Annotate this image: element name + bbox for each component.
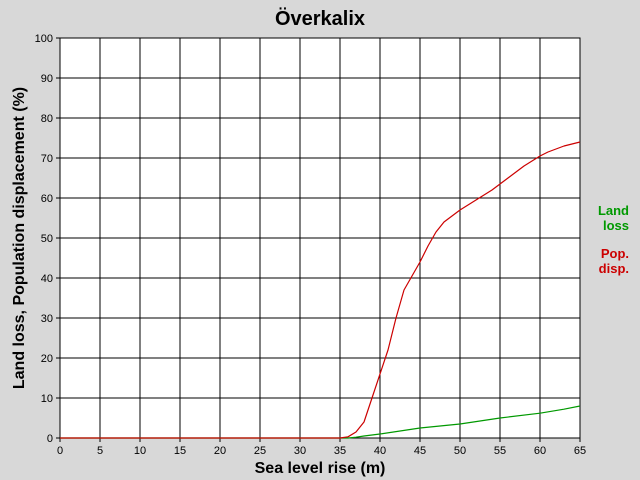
series-lines: [60, 141, 581, 439]
y-tick-label: 0: [47, 433, 53, 445]
y-tick-label: 90: [41, 73, 53, 85]
legend-entry-text: loss: [603, 218, 629, 233]
legend-entry-text: Pop.: [601, 246, 629, 261]
x-tick-label: 60: [534, 445, 546, 457]
y-tick-label: 50: [41, 233, 53, 245]
x-tick-label: 5: [97, 445, 103, 457]
x-tick-label: 20: [214, 445, 226, 457]
y-tick-label: 60: [41, 193, 53, 205]
y-tick-label: 80: [41, 113, 53, 125]
y-tick-label: 100: [35, 33, 53, 45]
x-tick-label: 55: [494, 445, 506, 457]
x-tick-label: 25: [254, 445, 266, 457]
x-tick-label: 50: [454, 445, 466, 457]
x-tick-label: 40: [374, 445, 386, 457]
y-tick-label: 40: [41, 273, 53, 285]
x-tick-label: 45: [414, 445, 426, 457]
grid-lines: [60, 38, 580, 438]
y-tick-label: 10: [41, 393, 53, 405]
y-tick-label: 20: [41, 353, 53, 365]
y-tick-label: 30: [41, 313, 53, 325]
chart-title: Överkalix: [275, 7, 365, 30]
y-tick-label: 70: [41, 153, 53, 165]
x-tick-label: 0: [57, 445, 63, 457]
x-tick-label: 35: [334, 445, 346, 457]
legend-entry-text: disp.: [599, 261, 629, 276]
series-line-land-loss: [60, 405, 581, 439]
x-axis-label: Sea level rise (m): [255, 460, 386, 477]
series-line-pop-disp: [60, 141, 581, 439]
y-axis-label: Land loss, Population displacement (%): [11, 87, 28, 389]
y-axis-ticks: 0 10 20 30 40 50 60 70 80 90 100: [35, 33, 60, 445]
x-tick-label: 65: [574, 445, 586, 457]
x-axis-ticks: 0 5 10 15 20 25 30 35 40 45 50 55 60 65: [57, 438, 586, 457]
x-tick-label: 15: [174, 445, 186, 457]
x-tick-label: 10: [134, 445, 146, 457]
x-tick-label: 30: [294, 445, 306, 457]
legend-entry-text: Land: [598, 203, 629, 218]
